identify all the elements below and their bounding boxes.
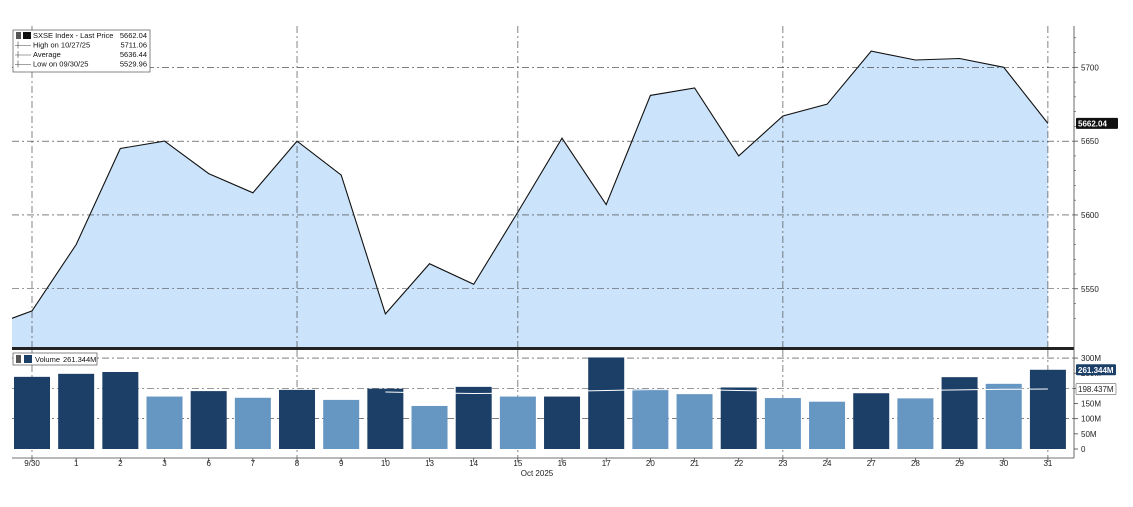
x-tick-label: 1 — [74, 459, 79, 468]
volume-bar — [853, 393, 890, 449]
x-tick-label: 31 — [1043, 459, 1052, 468]
volume-badges: 261.344M 198.437M — [1075, 364, 1117, 395]
legend-tree-icon — [15, 41, 31, 49]
x-tick-label: 24 — [823, 459, 832, 468]
volume-bar — [588, 357, 625, 449]
legend-item-value: 5711.06 — [120, 41, 147, 50]
volume-bar — [323, 399, 360, 449]
pane-divider — [12, 347, 1074, 350]
legend-item-label: Low on 09/30/25 — [33, 60, 88, 69]
x-tick-label: 23 — [778, 459, 787, 468]
volume-bar — [411, 405, 448, 449]
volume-legend-swatch — [24, 355, 32, 363]
x-tick-label: 9 — [339, 459, 344, 468]
x-tick-label: 22 — [734, 459, 743, 468]
x-tick-label: 9/30 — [24, 459, 40, 468]
last-price-badge: 5662.04 — [1076, 117, 1118, 129]
price-legend-box — [12, 29, 151, 73]
x-tick-label: 2 — [118, 459, 123, 468]
x-tick-label: 30 — [999, 459, 1008, 468]
volume-bar — [58, 373, 95, 449]
volume-bars — [14, 357, 1066, 449]
legend-swatch — [23, 32, 31, 39]
volume-bar — [279, 389, 316, 449]
legend-item-label: High on 10/27/25 — [33, 41, 90, 50]
price-pane: 5550 5600 5650 5700 5662.04 — [11, 26, 1118, 348]
x-tick-label: 16 — [558, 459, 567, 468]
volume-bar — [720, 387, 757, 449]
price-y-tick-label: 5550 — [1081, 285, 1099, 294]
volume-bar — [1029, 369, 1066, 449]
volume-legend-box — [12, 352, 98, 366]
price-y-tick-label: 5650 — [1081, 137, 1099, 146]
volume-y-tick-label: 0 — [1081, 445, 1086, 454]
volume-bar — [14, 376, 50, 449]
volume-bar — [190, 391, 227, 449]
last-price-badge-box — [1076, 117, 1118, 129]
x-tick-label: 6 — [206, 459, 211, 468]
x-tick-label: 3 — [162, 459, 167, 468]
price-legend: SXSE Index - Last Price 5662.04 High on 10… — [12, 29, 151, 73]
volume-average-badge-box — [1075, 383, 1117, 395]
legend-item-value: 5529.96 — [120, 60, 147, 69]
volume-y-tick-label: 50M — [1081, 430, 1097, 439]
price-y-axis: 5550 5600 5650 5700 — [1074, 37, 1099, 319]
volume-bar — [941, 377, 978, 449]
volume-bar — [764, 398, 801, 449]
legend-item-label: SXSE Index - Last Price — [33, 31, 113, 40]
x-tick-label: 7 — [251, 459, 256, 468]
x-tick-label: 20 — [646, 459, 655, 468]
volume-bar — [809, 401, 846, 449]
volume-legend: Volume 261.344M — [12, 352, 98, 366]
x-tick-label: 28 — [911, 459, 920, 468]
x-tick-label: 21 — [690, 459, 699, 468]
volume-bar — [676, 394, 713, 449]
legend-tree-icon — [15, 60, 31, 68]
price-grid — [12, 26, 1074, 348]
last-price-label: 5662.04 — [1078, 119, 1107, 128]
volume-bar — [455, 386, 492, 449]
x-axis-month-label: Oct 2025 — [521, 469, 554, 478]
volume-bar — [632, 388, 669, 449]
volume-bar — [897, 398, 934, 449]
legend-item-label: Average — [33, 50, 61, 59]
volume-bar — [234, 397, 271, 449]
volume-legend-value: 261.344M — [63, 355, 96, 364]
volume-average-label: 198.437M — [1078, 385, 1114, 394]
x-tick-label: 14 — [469, 459, 478, 468]
volume-y-tick-label: 100M — [1081, 415, 1101, 424]
volume-legend-toggle-icon — [16, 355, 21, 363]
price-y-tick-label: 5700 — [1081, 63, 1099, 72]
x-tick-label: 15 — [513, 459, 522, 468]
volume-bar — [544, 396, 581, 449]
volume-pane: 050M100M150M200M250M300M 261.344M 198.43… — [12, 350, 1117, 458]
legend-item-value: 5662.04 — [120, 31, 147, 40]
x-axis: 9/30 1 2 3 6 7 8 9 10 13 14 15 16 17 20 21 22 23 24 27 28 29 3… — [24, 458, 1053, 468]
x-tick-label: 10 — [381, 459, 390, 468]
x-tick-label: 8 — [295, 459, 300, 468]
volume-last-badge-box — [1076, 364, 1116, 376]
volume-y-tick-label: 150M — [1081, 400, 1101, 409]
legend-item-value: 5636.44 — [120, 50, 147, 59]
x-tick-label: 27 — [867, 459, 876, 468]
volume-last-label: 261.344M — [1078, 366, 1114, 375]
price-y-tick-label: 5600 — [1081, 211, 1099, 220]
volume-y-tick-label: 300M — [1081, 354, 1101, 363]
volume-average-line — [385, 388, 1048, 395]
volume-bar — [367, 388, 404, 449]
volume-bar — [146, 396, 183, 449]
volume-legend-label: Volume — [35, 355, 60, 364]
volume-bar — [499, 396, 536, 449]
x-tick-label: 29 — [955, 459, 964, 468]
price-area — [12, 51, 1048, 348]
volume-bar — [985, 383, 1022, 449]
volume-bar — [102, 372, 139, 449]
legend-toggle-icon — [16, 32, 21, 39]
legend-tree-icon — [15, 51, 31, 58]
x-tick-label: 13 — [425, 459, 434, 468]
x-tick-label: 17 — [602, 459, 611, 468]
